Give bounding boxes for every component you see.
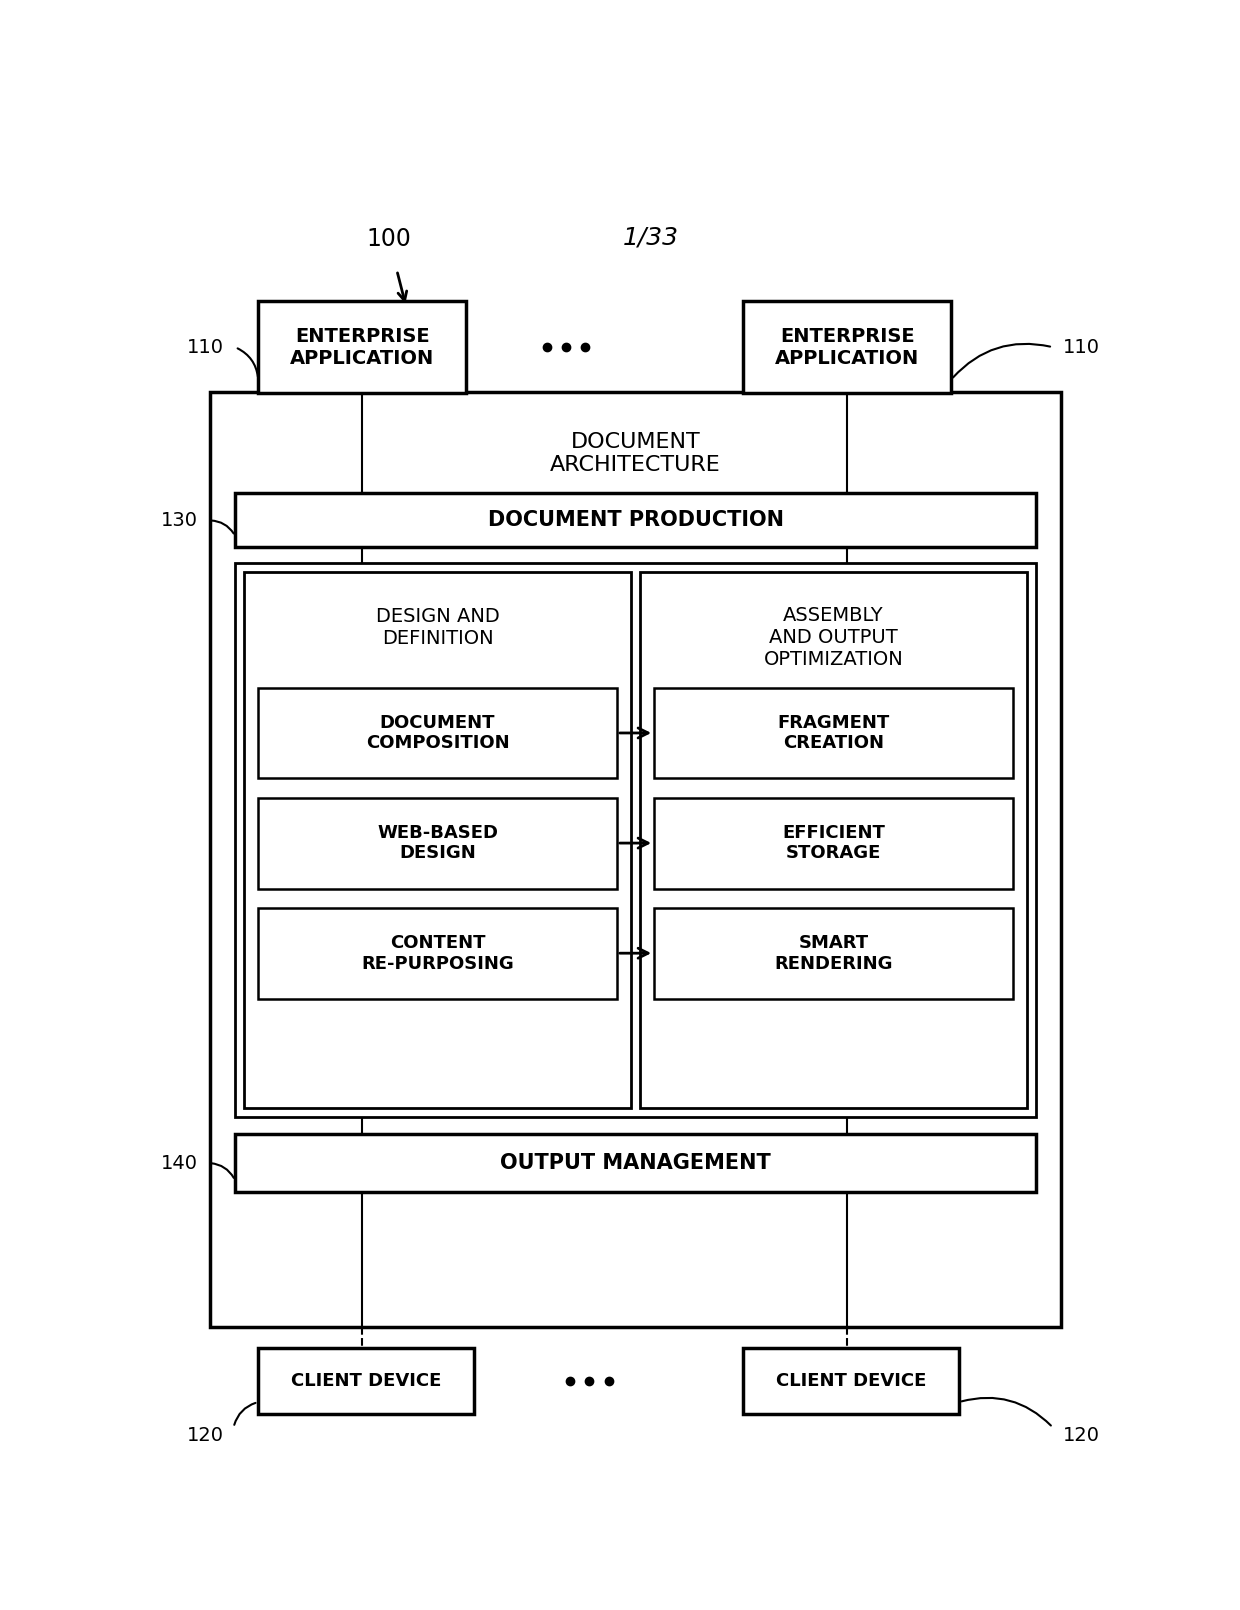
Text: 100: 100 bbox=[367, 227, 412, 251]
Bar bbox=[653, 797, 1013, 889]
Text: CLIENT DEVICE: CLIENT DEVICE bbox=[291, 1372, 441, 1389]
Text: DOCUMENT PRODUCTION: DOCUMENT PRODUCTION bbox=[487, 510, 784, 530]
Bar bbox=[258, 687, 618, 778]
Text: ENTERPRISE
APPLICATION: ENTERPRISE APPLICATION bbox=[775, 327, 919, 367]
Text: ENTERPRISE
APPLICATION: ENTERPRISE APPLICATION bbox=[290, 327, 434, 367]
Bar bbox=[653, 908, 1013, 998]
Bar bbox=[640, 572, 1027, 1108]
Text: OUTPUT MANAGEMENT: OUTPUT MANAGEMENT bbox=[500, 1153, 771, 1174]
Bar bbox=[236, 1133, 1035, 1191]
Text: SMART
RENDERING: SMART RENDERING bbox=[774, 934, 893, 972]
Bar bbox=[653, 687, 1013, 778]
Text: WEB-BASED
DESIGN: WEB-BASED DESIGN bbox=[377, 824, 498, 863]
Text: CONTENT
RE-PURPOSING: CONTENT RE-PURPOSING bbox=[361, 934, 515, 972]
Text: DOCUMENT
COMPOSITION: DOCUMENT COMPOSITION bbox=[366, 713, 510, 752]
Text: 130: 130 bbox=[161, 510, 198, 530]
Bar bbox=[211, 391, 1060, 1327]
Bar bbox=[743, 301, 951, 393]
Text: DOCUMENT
ARCHITECTURE: DOCUMENT ARCHITECTURE bbox=[551, 431, 720, 475]
Text: 110: 110 bbox=[186, 338, 223, 357]
Text: 120: 120 bbox=[186, 1426, 223, 1444]
Bar bbox=[258, 908, 618, 998]
Bar bbox=[258, 1348, 474, 1414]
Text: 110: 110 bbox=[1063, 338, 1100, 357]
Text: FRAGMENT
CREATION: FRAGMENT CREATION bbox=[777, 713, 889, 752]
Text: ASSEMBLY
AND OUTPUT
OPTIMIZATION: ASSEMBLY AND OUTPUT OPTIMIZATION bbox=[764, 605, 903, 670]
Text: EFFICIENT
STORAGE: EFFICIENT STORAGE bbox=[782, 824, 885, 863]
Bar bbox=[236, 494, 1035, 547]
Text: CLIENT DEVICE: CLIENT DEVICE bbox=[776, 1372, 926, 1389]
Text: 120: 120 bbox=[1063, 1426, 1100, 1444]
Bar bbox=[244, 572, 631, 1108]
Bar bbox=[236, 564, 1035, 1117]
Bar bbox=[258, 797, 618, 889]
Bar bbox=[743, 1348, 959, 1414]
Bar bbox=[258, 301, 466, 393]
Text: 1/33: 1/33 bbox=[622, 225, 680, 250]
Text: 140: 140 bbox=[161, 1153, 198, 1172]
Text: DESIGN AND
DEFINITION: DESIGN AND DEFINITION bbox=[376, 607, 500, 647]
